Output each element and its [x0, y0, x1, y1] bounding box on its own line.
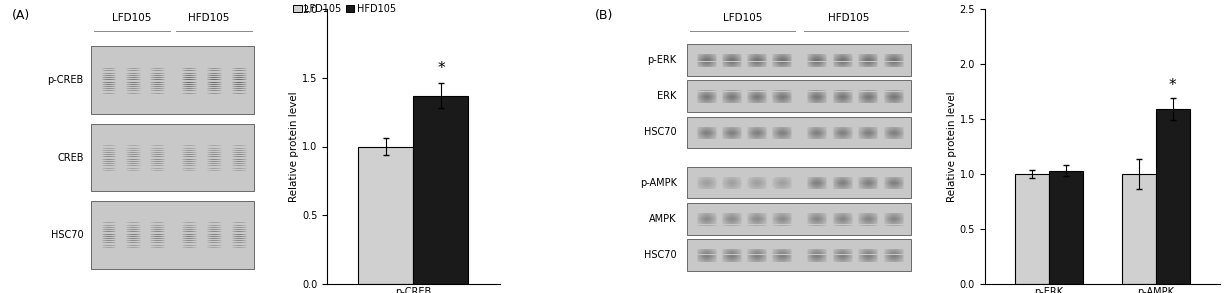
Bar — [687, 117, 911, 149]
Bar — [1122, 174, 1156, 284]
Text: HFD105: HFD105 — [188, 13, 229, 23]
Bar — [687, 44, 911, 76]
Legend: LFD105, HFD105: LFD105, HFD105 — [289, 0, 400, 18]
Bar — [1015, 174, 1049, 284]
Bar — [1049, 171, 1083, 284]
Text: HSC70: HSC70 — [644, 127, 677, 137]
Bar — [687, 167, 911, 198]
Text: p-AMPK: p-AMPK — [640, 178, 677, 188]
Bar — [92, 124, 255, 191]
Text: AMPK: AMPK — [649, 214, 677, 224]
Bar — [358, 146, 413, 284]
Text: HFD105: HFD105 — [828, 13, 869, 23]
Text: LFD105: LFD105 — [113, 13, 152, 23]
Text: CREB: CREB — [58, 153, 83, 163]
Bar — [92, 47, 255, 114]
Text: ERK: ERK — [657, 91, 677, 101]
Text: *: * — [438, 61, 445, 76]
Text: HSC70: HSC70 — [51, 230, 83, 240]
Bar — [687, 80, 911, 112]
Text: (B): (B) — [595, 9, 613, 22]
Text: (A): (A) — [12, 9, 31, 22]
Y-axis label: Relative protein level: Relative protein level — [289, 91, 299, 202]
Text: p-CREB: p-CREB — [48, 75, 83, 85]
Bar — [687, 203, 911, 235]
Text: HSC70: HSC70 — [644, 250, 677, 260]
Text: *: * — [1170, 78, 1177, 93]
Bar — [687, 239, 911, 271]
Y-axis label: Relative protein level: Relative protein level — [946, 91, 956, 202]
Text: p-ERK: p-ERK — [647, 55, 677, 65]
Bar — [1156, 109, 1190, 284]
Text: LFD105: LFD105 — [723, 13, 763, 23]
Bar — [413, 96, 468, 284]
Bar — [92, 201, 255, 269]
